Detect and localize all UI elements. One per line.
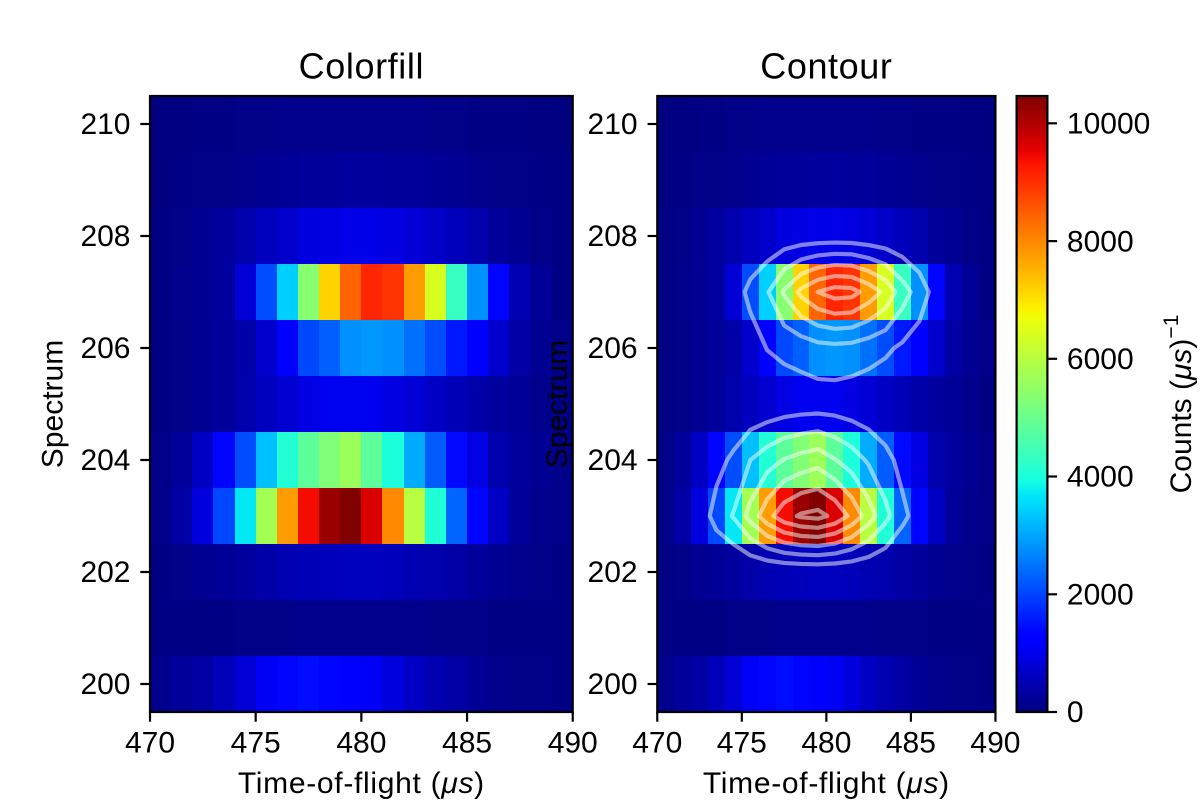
svg-text:480: 480	[801, 727, 851, 760]
svg-text:470: 470	[632, 727, 682, 760]
svg-text:210: 210	[80, 108, 130, 141]
svg-text:Time-of-flight (μs): Time-of-flight (μs)	[238, 767, 485, 800]
svg-text:208: 208	[80, 220, 130, 253]
svg-text:208: 208	[588, 220, 638, 253]
svg-text:202: 202	[588, 556, 638, 589]
svg-text:200: 200	[80, 668, 130, 701]
svg-text:Counts (μs)−1: Counts (μs)−1	[1160, 315, 1198, 494]
svg-text:Time-of-flight (μs): Time-of-flight (μs)	[703, 767, 950, 800]
svg-text:202: 202	[80, 556, 130, 589]
svg-text:206: 206	[588, 332, 638, 365]
svg-text:490: 490	[970, 727, 1020, 760]
svg-text:485: 485	[442, 727, 492, 760]
svg-text:206: 206	[80, 332, 130, 365]
svg-text:475: 475	[717, 727, 767, 760]
svg-text:490: 490	[548, 727, 598, 760]
svg-text:6000: 6000	[1067, 343, 1134, 376]
svg-text:Contour: Contour	[760, 46, 892, 87]
svg-text:8000: 8000	[1067, 225, 1134, 258]
svg-text:475: 475	[231, 727, 281, 760]
svg-text:485: 485	[886, 727, 936, 760]
svg-text:Spectrum: Spectrum	[37, 340, 70, 468]
svg-text:210: 210	[588, 108, 638, 141]
svg-text:204: 204	[80, 444, 130, 477]
svg-text:Colorfill: Colorfill	[299, 46, 424, 87]
svg-text:10000: 10000	[1067, 108, 1150, 141]
svg-text:204: 204	[588, 444, 638, 477]
svg-text:2000: 2000	[1067, 579, 1134, 612]
svg-text:4000: 4000	[1067, 461, 1134, 494]
svg-text:0: 0	[1067, 696, 1084, 729]
svg-text:470: 470	[125, 727, 175, 760]
svg-text:Spectrum: Spectrum	[541, 340, 574, 468]
svg-text:480: 480	[336, 727, 386, 760]
svg-text:200: 200	[588, 668, 638, 701]
